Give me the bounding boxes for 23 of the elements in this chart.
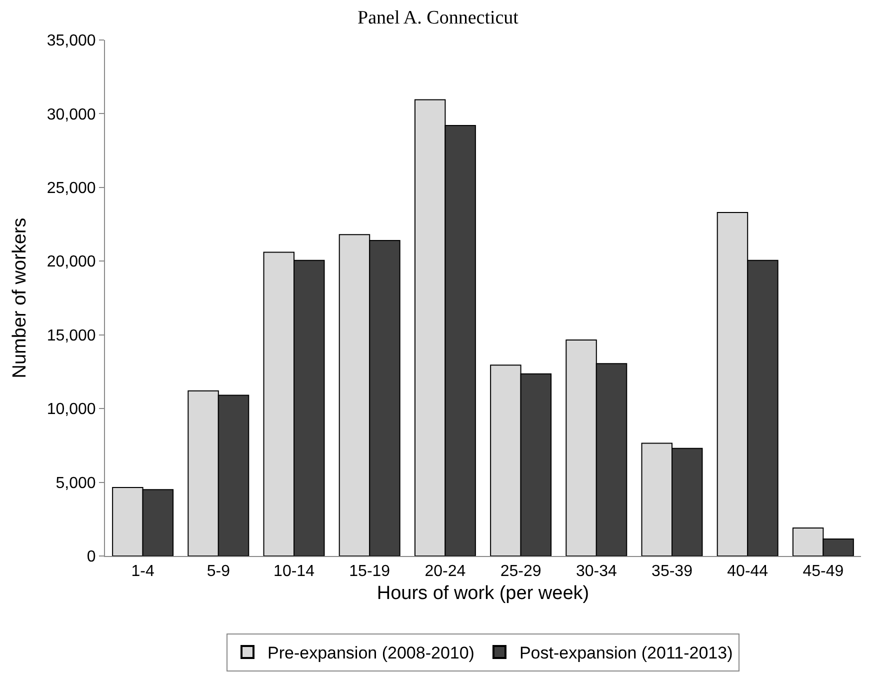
chart-title: Panel A. Connecticut [358, 8, 520, 29]
x-tick-label: 1-4 [131, 563, 154, 580]
x-tick-label: 20-24 [424, 563, 466, 580]
x-tick-label: 15-19 [349, 563, 390, 580]
y-tick-label: 35,000 [46, 32, 96, 50]
x-tick-label: 30-34 [576, 563, 617, 580]
x-tick-label: 25-29 [500, 563, 542, 580]
x-tick-label: 45-49 [802, 563, 844, 580]
y-tick-label: 15,000 [46, 327, 96, 344]
legend-label: Pre-expansion (2008-2010) [268, 644, 474, 663]
y-tick-label: 0 [86, 548, 96, 566]
y-tick-label: 25,000 [46, 180, 96, 198]
y-axis-title: Number of workers [10, 218, 31, 378]
x-axis-title: Hours of work (per week) [376, 583, 590, 604]
x-tick-label: 5-9 [206, 563, 230, 580]
legend-label: Post-expansion (2011-2013) [519, 644, 733, 663]
x-tick-label: 40-44 [727, 563, 768, 580]
x-tick-label: 35-39 [652, 563, 693, 580]
y-tick-label: 5,000 [56, 474, 96, 492]
x-tick-label: 10-14 [274, 563, 315, 580]
y-tick-label: 20,000 [46, 254, 96, 271]
y-tick-label: 30,000 [46, 106, 96, 124]
y-tick-label: 10,000 [46, 401, 96, 418]
